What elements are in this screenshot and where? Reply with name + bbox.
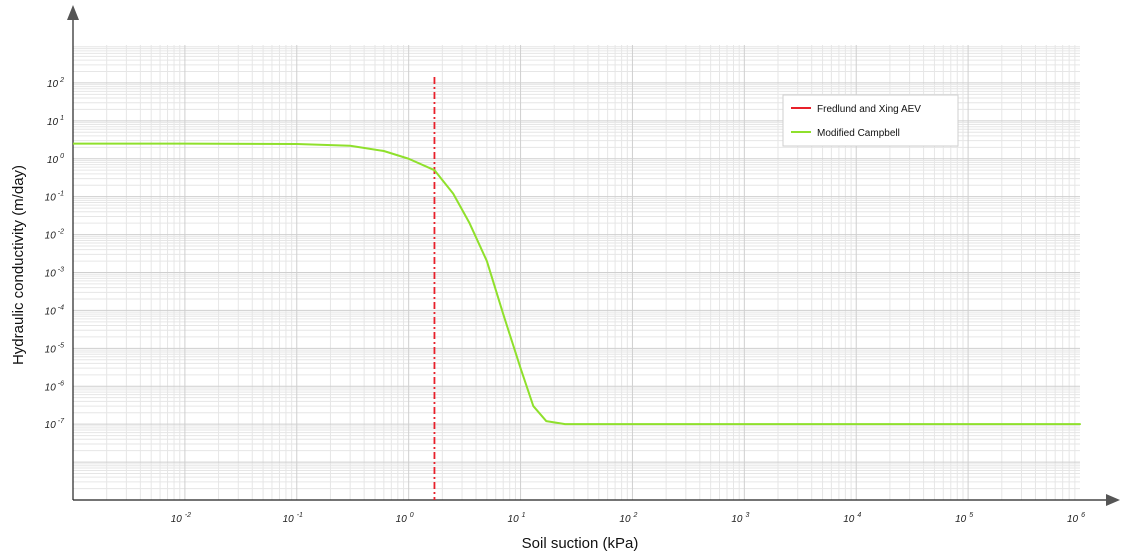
x-tick-label: 10 3 <box>731 512 749 525</box>
y-tick-label: 10 -7 <box>45 418 65 431</box>
legend-label-fredlund-xing-aev: Fredlund and Xing AEV <box>817 104 921 115</box>
x-tick-label: 10 -2 <box>171 512 191 525</box>
y-tick-label: 10 -3 <box>45 267 64 280</box>
x-tick-label: 10 2 <box>619 512 637 525</box>
y-tick-label: 10 -2 <box>45 229 64 242</box>
x-axis-title: Soil suction (kPa) <box>522 535 639 552</box>
y-tick-label: 10 -5 <box>45 342 64 355</box>
series-layer <box>73 77 1081 500</box>
x-tick-labels: 10 -2 10 -1 10 0 10 1 10 2 10 3 10 4 10 5 10 6 <box>171 512 1085 525</box>
legend: Fredlund and Xing AEV Modified Campbell <box>782 94 959 147</box>
legend-label-modified-campbell: Modified Campbell <box>817 128 900 139</box>
x-tick-label: 10 1 <box>508 512 526 525</box>
y-tick-label: 10 2 <box>47 77 64 90</box>
y-tick-label: 10 -4 <box>45 304 64 317</box>
x-tick-label: 10 5 <box>955 512 973 525</box>
y-axis-arrow <box>67 5 79 20</box>
axes <box>67 5 1120 506</box>
series-modified-campbell-curve <box>73 142 1081 426</box>
x-axis-arrow <box>1106 494 1120 506</box>
y-tick-label: 10 -1 <box>45 191 64 204</box>
x-tick-label: 10 0 <box>396 512 414 525</box>
x-tick-label: 10 6 <box>1067 512 1085 525</box>
x-tick-label: 10 -1 <box>283 512 303 525</box>
x-tick-label: 10 4 <box>843 512 861 525</box>
y-tick-label: 10 1 <box>47 115 64 128</box>
y-axis-title: Hydraulic conductivity (m/day) <box>10 165 27 365</box>
y-tick-label: 10 -6 <box>45 380 64 393</box>
y-tick-label: 10 0 <box>47 153 64 166</box>
legend-box <box>782 94 959 147</box>
